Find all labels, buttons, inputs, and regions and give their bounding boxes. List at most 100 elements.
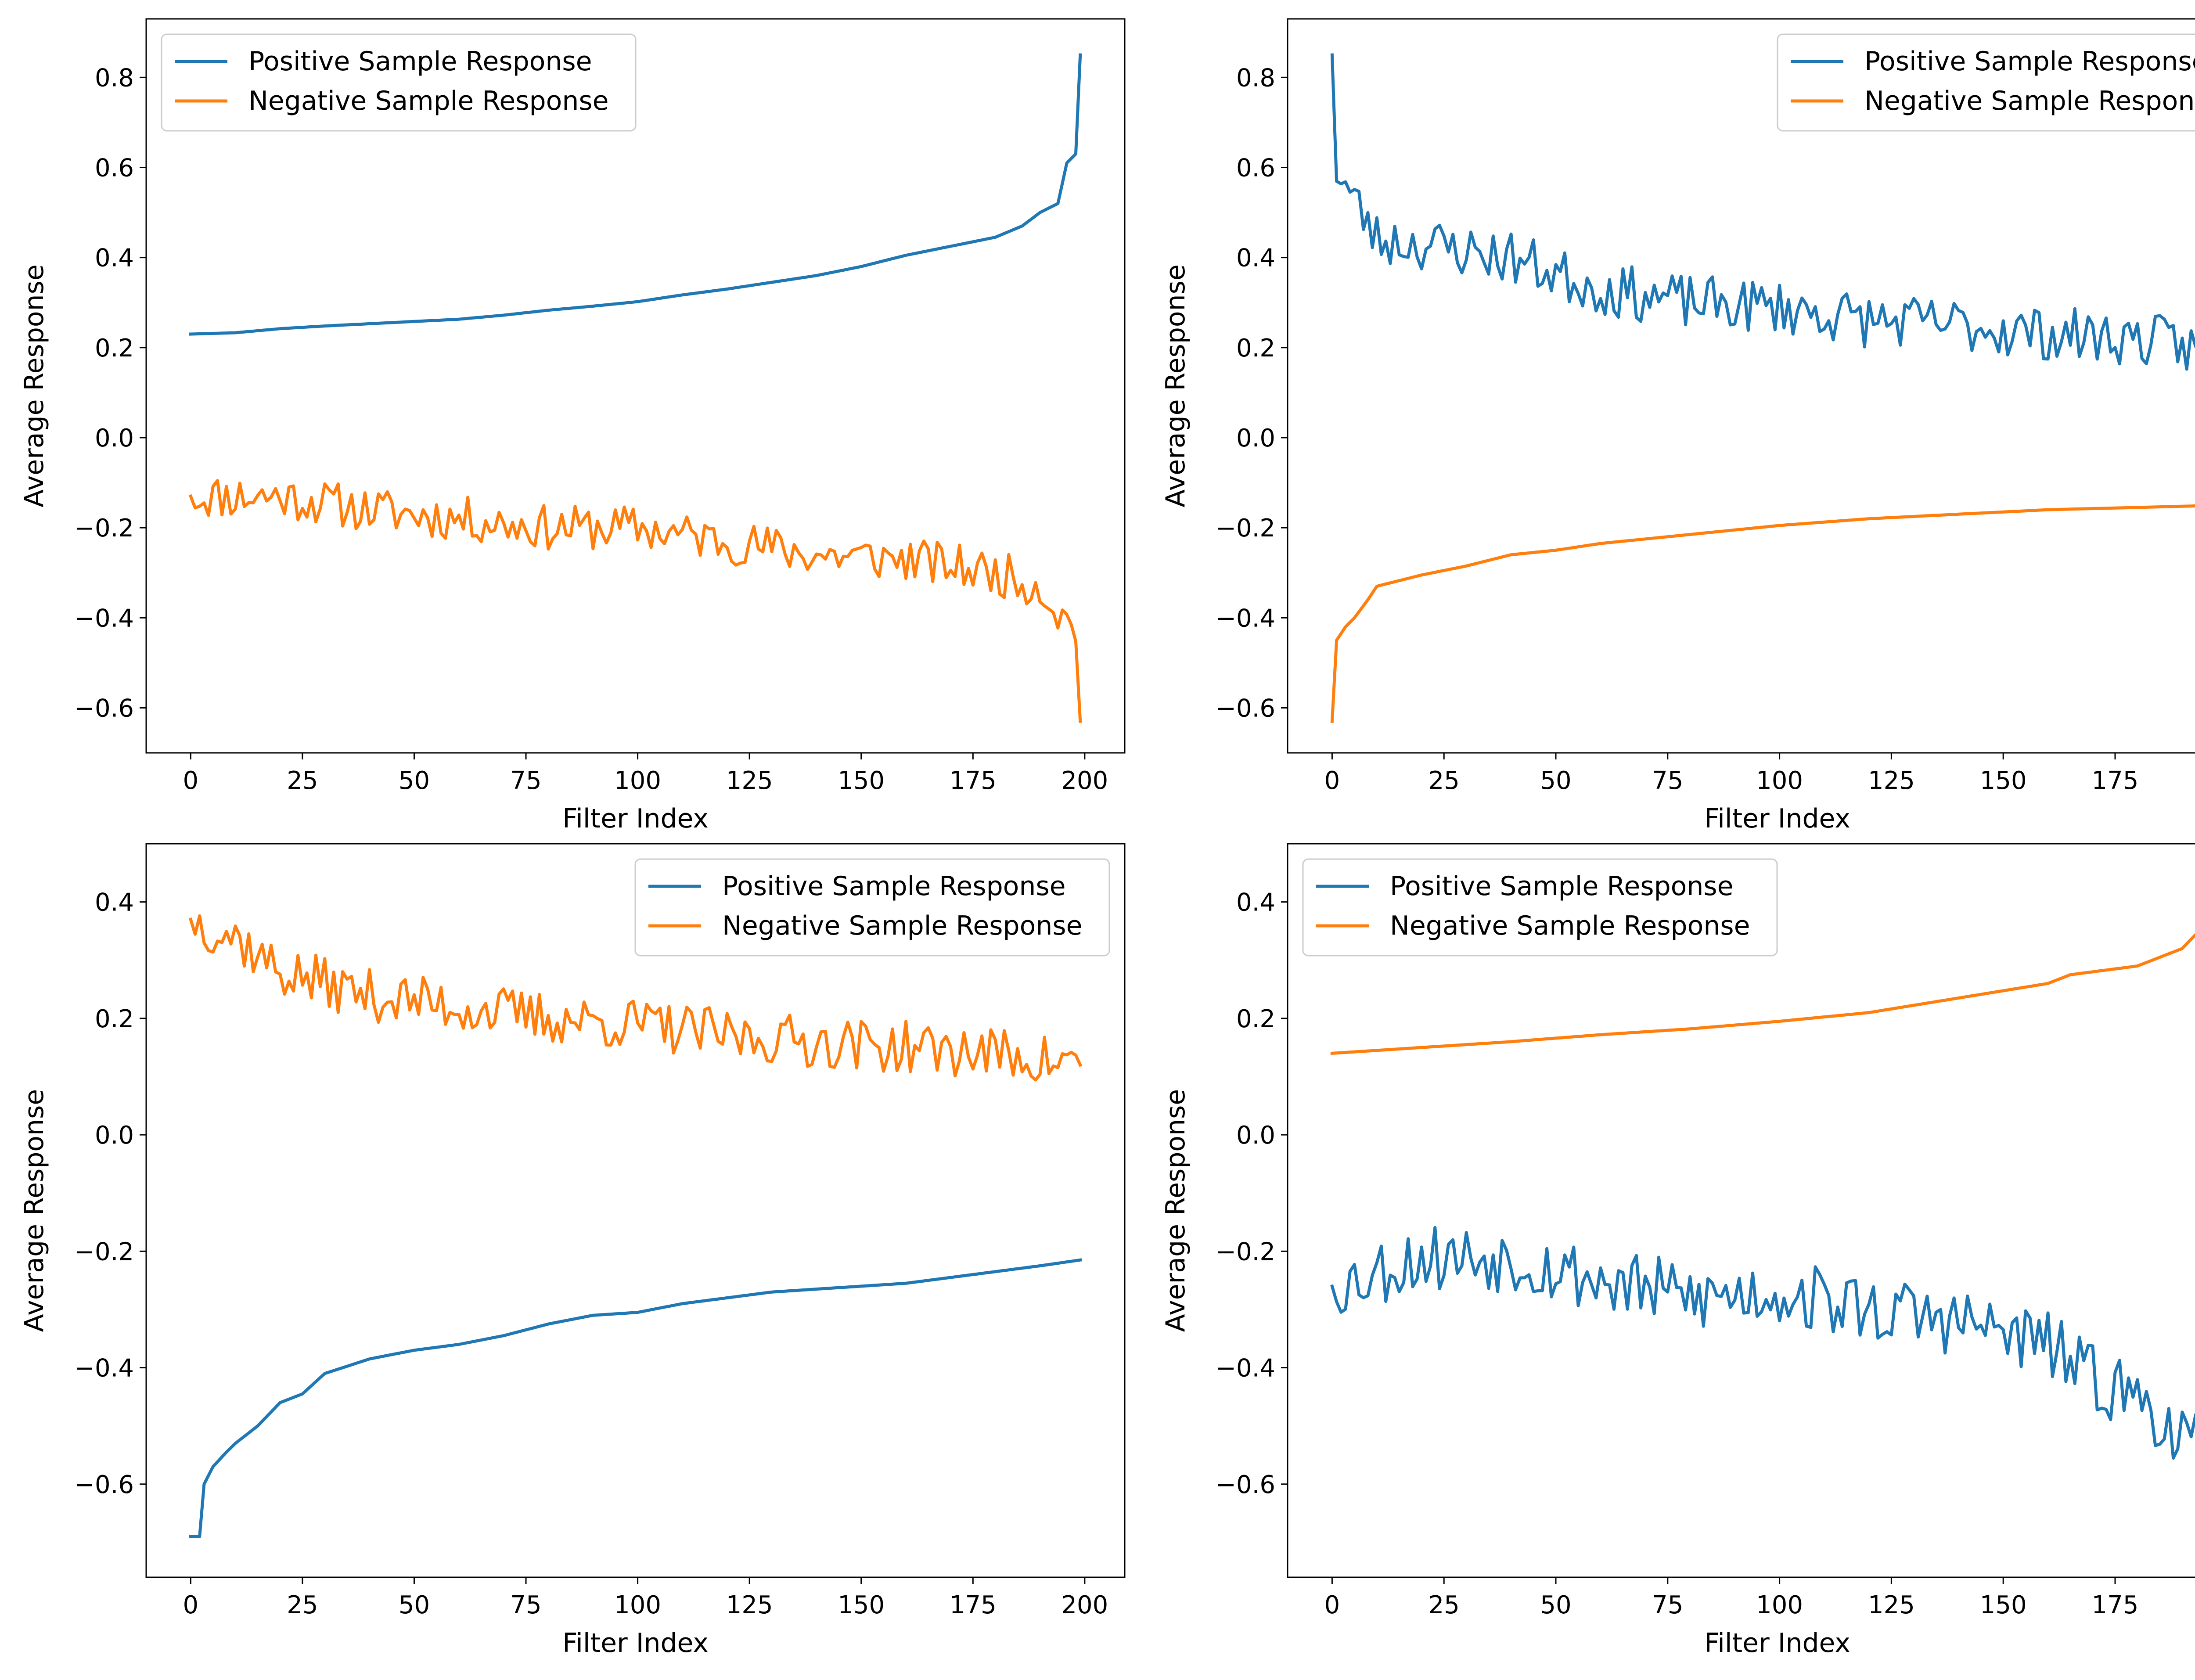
legend: Positive Sample Response Negative Sample …: [634, 858, 1110, 957]
y-tick-label: 0.2: [95, 1005, 134, 1033]
y-tick-label: 0.2: [1236, 1005, 1275, 1033]
x-tick-label: 100: [614, 1591, 661, 1619]
legend-entry: Positive Sample Response: [722, 871, 1066, 902]
y-axis-label: Average Response: [19, 1089, 50, 1332]
axes-frame: [145, 18, 1126, 754]
y-tick-label: 0.2: [1236, 334, 1275, 363]
x-tick-label: 125: [726, 1591, 773, 1619]
x-tick-label: 75: [510, 766, 541, 795]
y-tick-label: −0.2: [1216, 514, 1275, 543]
x-tick-label: 150: [1980, 766, 2027, 795]
x-tick-label: 0: [1324, 766, 1340, 795]
series-line-negative: [1330, 504, 2195, 723]
x-axis-label: Filter Index: [562, 803, 709, 834]
y-tick-label: 0.4: [1236, 889, 1275, 917]
y-tick-label: −0.4: [1216, 1354, 1275, 1383]
subplot-4: 0255075100125150175200−0.6−0.4−0.20.00.2…: [1160, 843, 2195, 1658]
x-tick-label: 25: [1429, 1591, 1460, 1619]
y-tick-label: 0.0: [1236, 424, 1275, 453]
x-tick-label: 150: [838, 766, 885, 795]
legend-entry: Negative Sample Response: [722, 910, 1083, 941]
x-tick-label: 150: [838, 1591, 885, 1619]
series-line-negative: [188, 479, 1082, 723]
x-tick-label: 0: [1324, 1591, 1340, 1619]
subplot-3: 0 25 50 75 100 125 150 175 200 −0.6 −0.4 −0.2 0.0 0.2…: [19, 843, 1126, 1658]
x-axis-label: Filter Index: [1704, 803, 1850, 834]
legend: Positive Sample Response Negative Sample …: [161, 33, 637, 132]
x-tick-label: 100: [1756, 1591, 1803, 1619]
legend-box: [161, 33, 637, 132]
legend-entry: Positive Sample Response: [248, 46, 592, 77]
legend-entry: Negative Sample Response: [1864, 86, 2195, 116]
series-line-negative: [188, 914, 1083, 1082]
x-tick-label: 75: [1652, 766, 1683, 795]
y-tick-label: −0.6: [74, 1471, 134, 1499]
x-tick-label: 50: [1540, 766, 1571, 795]
x-axis-label: Filter Index: [562, 1628, 709, 1658]
axes-frame: [145, 843, 1126, 1578]
subplot-2: 0255075100125150175200−0.6−0.4−0.20.00.2…: [1160, 18, 2195, 834]
y-tick-label: 0.8: [95, 64, 134, 92]
y-tick-label: −0.2: [74, 514, 134, 543]
y-axis-label: Average Response: [1160, 264, 1191, 507]
y-tick-label: 0.2: [95, 334, 134, 363]
legend-box: [634, 858, 1110, 957]
y-axis-label: Average Response: [19, 264, 50, 507]
y-tick-label: 0.4: [1236, 244, 1275, 273]
x-tick-label: 150: [1980, 1591, 2027, 1619]
legend-entry: Positive Sample Response: [1390, 871, 1734, 902]
series-line-positive: [189, 53, 1082, 336]
x-tick-label: 50: [399, 766, 430, 795]
axes-frame: [1287, 843, 2195, 1578]
x-tick-label: 175: [2092, 766, 2139, 795]
y-tick-label: −0.4: [74, 1354, 134, 1383]
legend-box: [1777, 33, 2195, 132]
x-tick-label: 25: [287, 1591, 318, 1619]
x-tick-label: 125: [726, 766, 773, 795]
y-tick-label: 0.6: [95, 154, 134, 183]
x-tick-label: 0: [183, 766, 198, 795]
series-line-negative: [1330, 933, 2195, 1055]
x-tick-label: 100: [1756, 766, 1803, 795]
y-tick-label: 0.8: [1236, 64, 1275, 92]
y-tick-label: −0.4: [74, 604, 134, 633]
series-line-positive: [1330, 1226, 2195, 1460]
x-tick-label: 50: [1540, 1591, 1571, 1619]
x-tick-label: 75: [1652, 1591, 1683, 1619]
y-tick-label: 0.0: [95, 1121, 134, 1150]
x-tick-label: 125: [1868, 766, 1915, 795]
x-tick-label: 175: [950, 1591, 997, 1619]
x-axis-label: Filter Index: [1704, 1628, 1850, 1658]
y-tick-label: −0.2: [1216, 1238, 1275, 1266]
x-tick-label: 25: [1429, 766, 1460, 795]
legend-box: [1302, 858, 1778, 957]
x-tick-label: 175: [2092, 1591, 2139, 1619]
x-tick-label: 75: [510, 1591, 541, 1619]
y-axis-label: Average Response: [1160, 1089, 1191, 1332]
axes-frame: [1287, 18, 2195, 754]
legend-entry: Positive Sample Response: [1864, 46, 2195, 77]
y-tick-label: −0.6: [1216, 694, 1275, 723]
legend-entry: Negative Sample Response: [1390, 910, 1750, 941]
x-tick-label: 50: [399, 1591, 430, 1619]
y-tick-label: 0.4: [95, 244, 134, 273]
x-tick-label: 125: [1868, 1591, 1915, 1619]
y-tick-label: 0.0: [1236, 1121, 1275, 1150]
y-tick-label: −0.2: [74, 1238, 134, 1266]
y-tick-label: 0.6: [1236, 154, 1275, 183]
x-tick-label: 25: [287, 766, 318, 795]
series-line-positive: [189, 1258, 1082, 1538]
y-tick-label: −0.4: [1216, 604, 1275, 633]
x-tick-label: 100: [614, 766, 661, 795]
y-tick-label: −0.6: [1216, 1471, 1275, 1499]
x-tick-label: 175: [950, 766, 997, 795]
y-tick-label: −0.6: [74, 694, 134, 723]
y-tick-label: 0.4: [95, 889, 134, 917]
subplot-1: 0 25 50 75 100 125 150 175 200 −0.6 −0.4 −0.2 0.0 0.2…: [19, 18, 1126, 834]
series-line-positive: [1330, 53, 2195, 371]
legend: Positive Sample Response Negative Sample …: [1777, 33, 2195, 132]
x-tick-label: 200: [1061, 766, 1108, 795]
y-tick-label: 0.0: [95, 424, 134, 453]
x-tick-label: 0: [183, 1591, 198, 1619]
